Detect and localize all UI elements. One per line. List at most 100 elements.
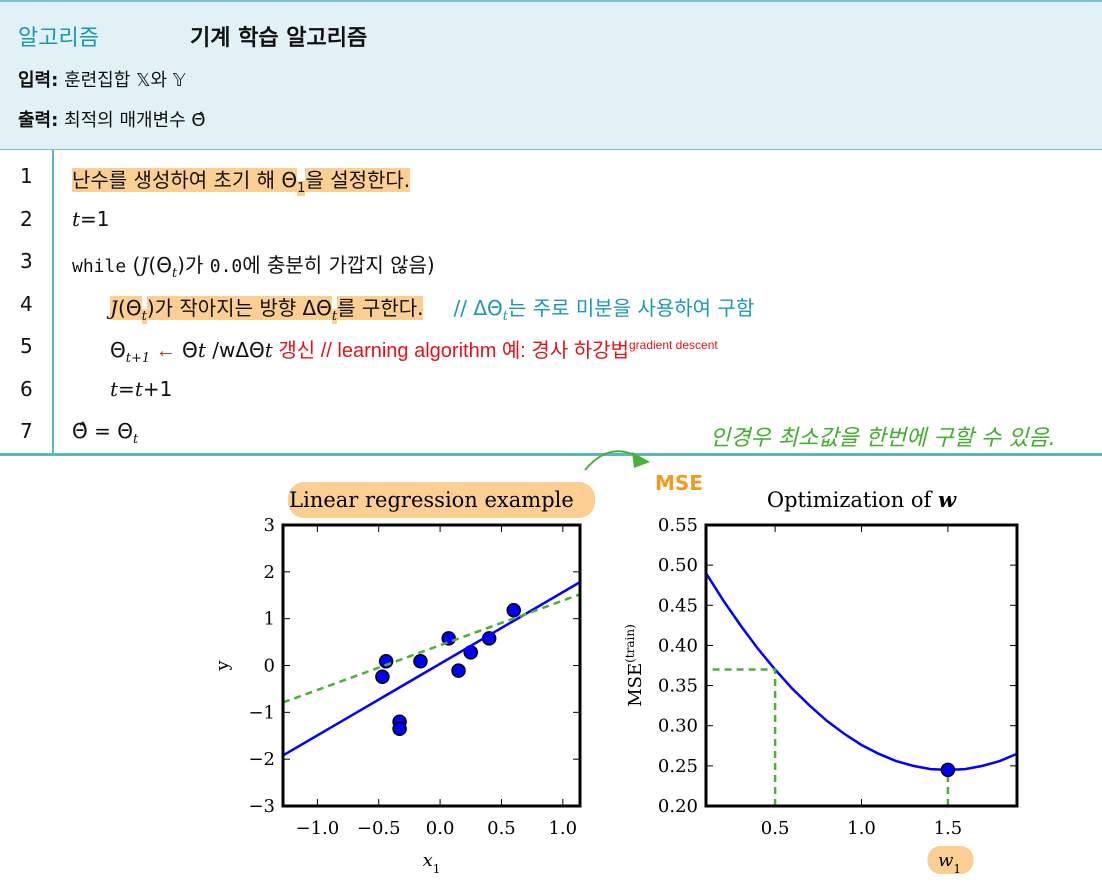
- label-run: y: [212, 660, 233, 672]
- text-run: 0.0: [209, 256, 243, 277]
- y-tick-label: 0.35: [658, 676, 698, 697]
- header: 알고리즘 기계 학습 알고리즘 입력: 훈련집합 𝕏와 𝕐 출력: 최적의 매개…: [0, 0, 1102, 150]
- y-tick-label: 1: [264, 609, 275, 630]
- line-number: 3: [20, 249, 33, 273]
- text-run: 난수를 생성하여 초기 해 Θ: [72, 168, 298, 192]
- output-text: 최적의 매개변수 Θ̂: [64, 110, 206, 131]
- line-text: while (J(Θt)가 0.0에 충분히 가깝지 않음): [72, 249, 435, 281]
- label-run: w: [938, 850, 954, 871]
- text-run: ←: [150, 340, 176, 362]
- y-tick-label: 0.20: [658, 796, 698, 817]
- label-run: (train): [623, 624, 637, 663]
- header-title: 기계 학습 알고리즘: [190, 26, 368, 51]
- label: Optimization of w: [767, 487, 957, 512]
- text-run: t: [141, 308, 147, 324]
- line-text: t=1: [72, 207, 110, 231]
- algorithm-line: 6 t=t+1: [0, 369, 1102, 411]
- label-run: MSE: [625, 663, 646, 707]
- point: [940, 762, 956, 778]
- y-tick-label: −3: [248, 796, 275, 817]
- text-run: Θ: [110, 338, 126, 362]
- y-tick-label: 0.40: [658, 635, 698, 656]
- text-run: 를 구한다.: [337, 295, 424, 320]
- x-tick-label: 0.5: [487, 818, 516, 839]
- line-number: 5: [20, 334, 33, 358]
- label: Linear regression example: [289, 488, 574, 512]
- text-run: 1: [297, 181, 306, 196]
- y-tick-label: −2: [248, 749, 275, 770]
- y-tick-label: 0.50: [658, 555, 698, 576]
- highlight: [927, 846, 974, 874]
- y-tick-label: 3: [264, 515, 275, 536]
- label-run: x: [423, 850, 433, 871]
- text-run: t: [171, 266, 178, 281]
- text-run: =: [118, 376, 135, 401]
- text-run: t: [197, 338, 206, 362]
- x-tick-label: 1.0: [548, 818, 577, 839]
- arrow-head: [632, 452, 650, 468]
- label: w1: [938, 850, 961, 876]
- text-run: 는 주로 미분을 사용하여 구함: [507, 295, 755, 320]
- line-text: Θt+1 ← Θt /wΔΘt 갱신 // learning algorithm…: [110, 334, 718, 366]
- line-text: Θ̂ = Θt: [72, 419, 138, 447]
- line-number: 1: [20, 164, 33, 188]
- line-number: 2: [20, 206, 33, 231]
- x-tick-label: 0.5: [761, 818, 790, 839]
- point: [451, 663, 466, 678]
- x-tick-label: 1.5: [934, 818, 963, 839]
- text-run: t: [132, 432, 139, 447]
- text-run: Θ: [175, 338, 198, 362]
- algorithm-line: 3 while (J(Θt)가 0.0에 충분히 가깝지 않음): [0, 241, 1102, 283]
- point: [413, 654, 428, 669]
- handwritten-note: 인경우 최소값을 한번에 구할 수 있음.: [710, 426, 1056, 451]
- input-row: 입력: 훈련집합 𝕏와 𝕐: [18, 66, 186, 92]
- y-tick-label: −1: [248, 702, 275, 723]
- x-tick-label: 1.0: [847, 818, 876, 839]
- text-run: (: [126, 253, 141, 277]
- divider: [52, 150, 54, 453]
- text-run: t: [502, 308, 508, 324]
- label: x1: [423, 850, 441, 876]
- text-run: 갱신 // learning algorithm 예: 경사 하강법: [272, 340, 629, 362]
- line-number: 7: [20, 419, 33, 443]
- line: [283, 593, 580, 704]
- line-text: J(Θt)가 작아지는 방향 ΔΘt를 구한다.// ΔΘt는 주로 미분을 사…: [110, 292, 754, 324]
- y-tick-label: 0.45: [658, 595, 698, 616]
- algorithm-line: 5 Θt+1 ← Θt /wΔΘt 갱신 // learning algorith…: [0, 326, 1102, 368]
- text-run: // ΔΘ: [453, 295, 503, 320]
- mse-note: MSE: [655, 471, 703, 495]
- x-tick-label: 0.0: [426, 818, 455, 839]
- line: [283, 581, 580, 757]
- y-tick-label: 0: [264, 656, 275, 677]
- chart: Optimization of w w1 MSE(train) 0.5 1.0 1.5 0.…: [623, 487, 1019, 876]
- y-tick-label: 2: [264, 562, 275, 583]
- text-run: J: [140, 253, 149, 277]
- input-label: 입력:: [18, 70, 59, 91]
- point: [506, 602, 521, 618]
- output-label: 출력:: [18, 110, 59, 131]
- axes-frame: [704, 523, 1019, 808]
- text-run: )가: [177, 253, 210, 277]
- input-text: 훈련집합 𝕏와 𝕐: [64, 70, 186, 91]
- text-run: while: [72, 256, 127, 277]
- x-tick-label: −1.0: [296, 818, 340, 839]
- point: [441, 631, 456, 646]
- algorithm-line: 1 난수를 생성하여 초기 해 Θ1을 설정한다.: [0, 156, 1102, 198]
- point: [375, 669, 390, 684]
- text-run: 에 충분히 가깝지 않음): [242, 253, 435, 277]
- text-run: 을 설정한다.: [305, 168, 411, 192]
- text-run: /wΔΘ: [205, 338, 265, 362]
- header-label: 알고리즘: [18, 26, 99, 51]
- text-run: t: [331, 308, 338, 324]
- axes-frame: [281, 523, 582, 808]
- line-text: t=t+1: [110, 377, 172, 401]
- label: y: [212, 660, 233, 672]
- text-run: (Θ: [148, 253, 172, 277]
- output-row: 출력: 최적의 매개변수 Θ̂: [18, 106, 206, 132]
- y-tick-label: 0.25: [658, 756, 698, 777]
- y-tick-label: 0.55: [658, 515, 698, 536]
- line: [706, 668, 777, 806]
